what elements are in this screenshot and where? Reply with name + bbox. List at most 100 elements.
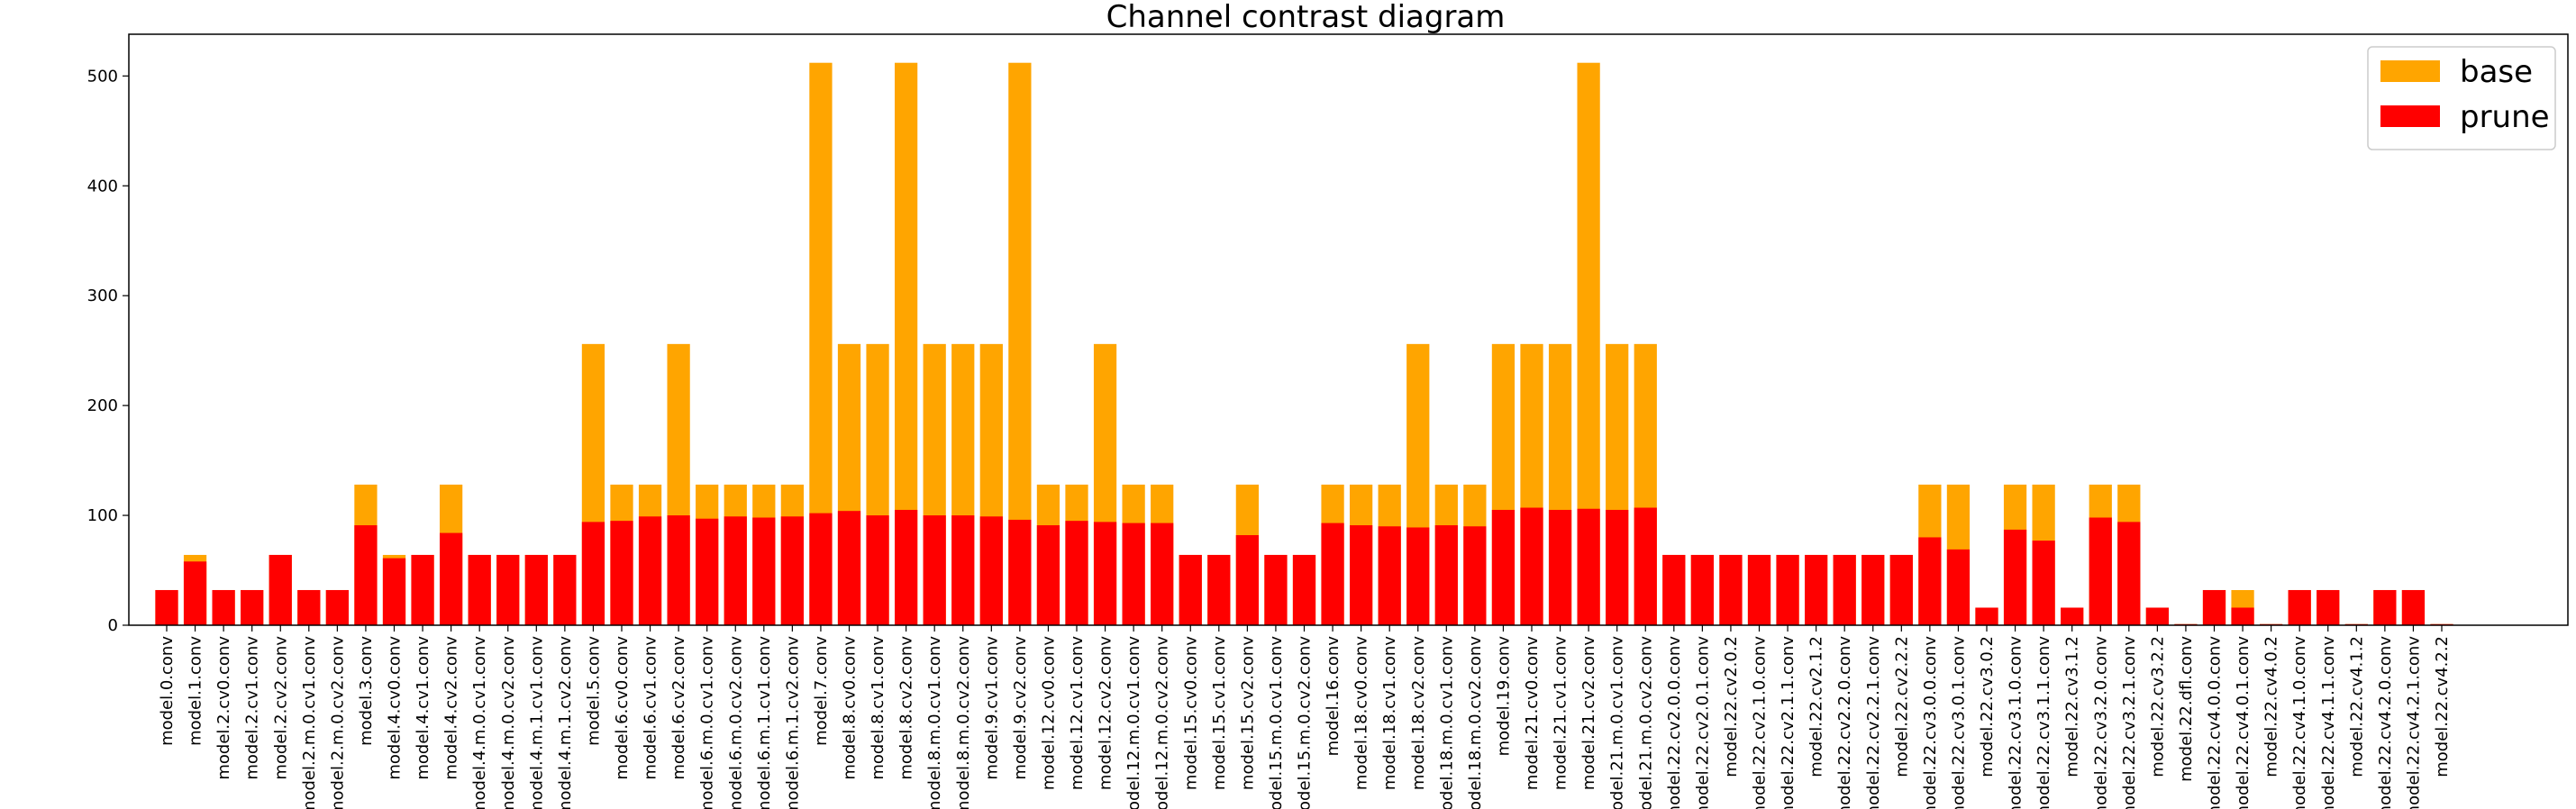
x-tick-label: model.6.cv0.conv <box>613 636 632 780</box>
bar-prune-78 <box>2373 589 2397 625</box>
bar-prune-29 <box>979 516 1003 625</box>
x-tick-label: model.22.cv4.1.2 <box>2347 636 2366 777</box>
x-tick-label: model.4.m.1.cv1.conv <box>527 636 546 809</box>
bar-prune-0 <box>155 589 178 625</box>
bar-prune-22 <box>780 516 804 625</box>
x-tick-label: model.22.cv3.0.2 <box>1978 636 1997 777</box>
x-tick-label: model.0.conv <box>158 636 177 746</box>
bar-prune-47 <box>1491 509 1516 625</box>
x-tick-label: model.12.m.0.cv1.conv <box>1124 636 1143 809</box>
x-tick-label: model.22.cv3.2.2 <box>2148 636 2167 777</box>
x-tick-label: model.22.cv3.1.0.conv <box>2007 636 2025 809</box>
x-tick-label: model.22.cv4.2.2 <box>2433 636 2452 777</box>
bar-prune-60 <box>1861 554 1885 625</box>
bar-prune-31 <box>1036 525 1060 625</box>
bar-prune-55 <box>1719 554 1743 625</box>
x-tick-label: model.9.cv2.conv <box>1011 636 1030 780</box>
x-tick-label: model.15.m.0.cv2.conv <box>1296 636 1315 809</box>
x-tick-label: model.16.conv <box>1324 636 1343 757</box>
bar-prune-11 <box>468 554 491 625</box>
bar-prune-67 <box>2061 607 2084 625</box>
x-tick-label: model.15.m.0.cv1.conv <box>1267 636 1286 809</box>
bar-prune-26 <box>895 509 918 625</box>
legend: base prune <box>2367 46 2556 150</box>
x-tick-label: model.7.conv <box>812 636 831 746</box>
x-tick-label: model.21.m.0.cv1.conv <box>1608 636 1627 809</box>
bar-prune-15 <box>581 522 605 625</box>
x-tick-label: model.22.cv4.0.1.conv <box>2234 636 2253 809</box>
x-tick-label: model.2.cv1.conv <box>243 636 262 780</box>
x-tick-label: model.22.cv4.0.0.conv <box>2206 636 2225 809</box>
x-tick-label: model.5.conv <box>584 636 603 746</box>
y-tick-label: 300 <box>87 286 118 305</box>
bar-prune-42 <box>1350 525 1373 625</box>
bar-prune-7 <box>354 525 378 625</box>
bar-prune-76 <box>2317 589 2340 625</box>
x-tick-label: model.18.cv0.conv <box>1352 636 1371 790</box>
bar-prune-21 <box>752 517 776 625</box>
bar-prune-56 <box>1747 554 1771 625</box>
legend-label-prune: prune <box>2460 99 2550 135</box>
bar-prune-13 <box>524 554 548 625</box>
bar-prune-40 <box>1292 554 1316 625</box>
plot-frame <box>128 33 2569 626</box>
bar-prune-28 <box>951 515 975 625</box>
bar-prune-65 <box>2003 529 2027 625</box>
bar-prune-51 <box>1606 509 1629 625</box>
x-tick-label: model.22.cv3.1.2 <box>2063 636 2082 777</box>
bar-prune-5 <box>297 589 321 625</box>
bar-prune-19 <box>696 518 719 625</box>
x-tick-label: model.2.cv0.conv <box>214 636 233 780</box>
x-tick-label: model.6.m.0.cv1.conv <box>698 636 717 809</box>
bar-prune-35 <box>1151 523 1174 625</box>
x-tick-label: model.21.cv0.conv <box>1523 636 1542 790</box>
x-tick-label: model.6.cv2.conv <box>669 636 688 780</box>
x-tick-label: model.22.cv4.1.0.conv <box>2290 636 2309 809</box>
x-tick-label: model.18.cv1.conv <box>1380 636 1399 790</box>
x-tick-label: model.2.m.0.cv2.conv <box>328 636 347 809</box>
x-tick-label: model.22.cv2.1.1.conv <box>1779 636 1798 809</box>
x-tick-label: model.8.m.0.cv1.conv <box>925 636 944 809</box>
bar-prune-9 <box>411 554 434 625</box>
x-tick-label: model.4.m.0.cv1.conv <box>470 636 489 809</box>
y-tick-label: 500 <box>87 67 118 86</box>
x-tick-label: model.18.cv2.conv <box>1409 636 1428 790</box>
x-tick-label: model.4.cv1.conv <box>414 636 432 780</box>
bar-prune-72 <box>2202 589 2226 625</box>
bar-prune-79 <box>2401 589 2426 625</box>
x-tick-label: model.22.cv3.2.1.conv <box>2120 636 2139 809</box>
x-tick-label: model.22.cv3.1.1.conv <box>2034 636 2053 809</box>
x-tick-label: model.8.cv2.conv <box>897 636 916 780</box>
bar-prune-70 <box>2145 607 2169 625</box>
y-axis: 0 100 200 300 400 500 <box>87 67 129 635</box>
bar-prune-38 <box>1235 535 1259 625</box>
bar-prune-37 <box>1207 554 1231 625</box>
x-tick-label: model.22.cv2.0.2 <box>1722 636 1741 777</box>
x-tick-label: model.6.m.1.cv2.conv <box>783 636 802 809</box>
x-tick-label: model.4.cv0.conv <box>386 636 405 780</box>
bar-prune-30 <box>1008 519 1032 625</box>
x-tick-label: model.22.cv4.2.0.conv <box>2376 636 2395 809</box>
bar-prune-45 <box>1434 525 1458 625</box>
bar-prune-63 <box>1946 549 1971 625</box>
x-tick-label: model.22.cv2.1.2 <box>1807 636 1826 777</box>
x-tick-label: model.12.cv1.conv <box>1068 636 1087 790</box>
y-tick-label: 200 <box>87 396 118 415</box>
bar-prune-61 <box>1889 554 1913 625</box>
x-tick-label: model.2.cv2.conv <box>271 636 290 780</box>
x-tick-label: model.4.cv2.conv <box>442 636 461 780</box>
x-tick-label: model.22.cv3.0.1.conv <box>1949 636 1968 809</box>
bar-prune-50 <box>1577 508 1600 625</box>
x-tick-label: model.15.cv2.conv <box>1238 636 1257 790</box>
bar-prune-25 <box>866 515 889 625</box>
x-tick-label: model.22.cv4.2.1.conv <box>2404 636 2423 809</box>
x-tick-label: model.22.cv4.0.2 <box>2262 636 2281 777</box>
bar-prune-24 <box>837 511 861 625</box>
bar-prune-20 <box>724 516 747 625</box>
bar-prune-2 <box>212 589 235 625</box>
bar-prune-17 <box>638 516 662 625</box>
bars-layer <box>155 62 2453 625</box>
bar-prune-4 <box>269 554 292 625</box>
x-tick-label: model.3.conv <box>357 636 376 746</box>
x-tick-label: model.1.conv <box>187 636 205 746</box>
